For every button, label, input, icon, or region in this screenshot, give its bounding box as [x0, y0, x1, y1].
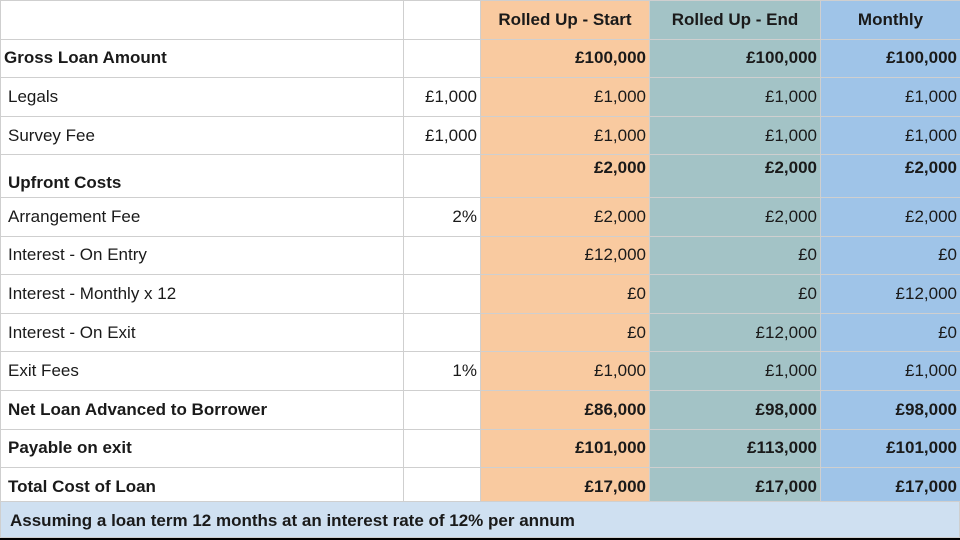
table-row-payable-on-exit: Payable on exit £101,000 £113,000 £101,0…: [0, 428, 960, 469]
cell-rolled-up-end: £12,000: [649, 312, 821, 353]
cell-monthly: £0: [820, 312, 960, 353]
row-rate: [403, 312, 481, 353]
row-label: Net Loan Advanced to Borrower: [0, 389, 404, 430]
table-row-interest-monthly: Interest - Monthly x 12 £0 £0 £12,000: [0, 274, 960, 314]
cell-rolled-up-start: £1,000: [480, 77, 650, 117]
cell-rolled-up-start: £2,000: [480, 196, 650, 237]
header-rolled-up-start: Rolled Up - Start: [480, 0, 650, 40]
row-rate: £1,000: [403, 77, 481, 117]
row-rate: 2%: [403, 196, 481, 237]
row-label: Interest - On Entry: [0, 235, 404, 276]
cell-rolled-up-end: £98,000: [649, 389, 821, 430]
cell-monthly: £2,000: [820, 154, 960, 198]
row-label: Interest - Monthly x 12: [0, 274, 404, 314]
cell-monthly: £17,000: [820, 467, 960, 507]
cell-rolled-up-start: £86,000: [480, 389, 650, 430]
row-rate: [403, 389, 481, 430]
cell-rolled-up-end: £113,000: [649, 428, 821, 469]
cell-rolled-up-start: £100,000: [480, 38, 650, 79]
row-label: Payable on exit: [0, 428, 404, 469]
cell-rolled-up-end: £2,000: [649, 196, 821, 237]
row-rate: 1%: [403, 351, 481, 391]
table-row-gross-loan-amount: Gross Loan Amount £100,000 £100,000 £100…: [0, 38, 960, 79]
table-row-legals: Legals £1,000 £1,000 £1,000 £1,000: [0, 77, 960, 117]
cell-rolled-up-start: £1,000: [480, 351, 650, 391]
loan-comparison-table: Rolled Up - Start Rolled Up - End Monthl…: [0, 0, 960, 507]
table-row-survey-fee: Survey Fee £1,000 £1,000 £1,000 £1,000: [0, 115, 960, 156]
table-row-net-loan-advanced: Net Loan Advanced to Borrower £86,000 £9…: [0, 389, 960, 430]
header-row: Rolled Up - Start Rolled Up - End Monthl…: [0, 0, 960, 40]
header-rolled-up-end: Rolled Up - End: [649, 0, 821, 40]
table-row-exit-fees: Exit Fees 1% £1,000 £1,000 £1,000: [0, 351, 960, 391]
table-row-interest-on-exit: Interest - On Exit £0 £12,000 £0: [0, 312, 960, 353]
cell-rolled-up-end: £0: [649, 235, 821, 276]
cell-monthly: £1,000: [820, 77, 960, 117]
assumptions-footnote: Assuming a loan term 12 months at an int…: [0, 501, 960, 538]
cell-rolled-up-start: £0: [480, 312, 650, 353]
header-label-cell: [0, 0, 404, 40]
row-label: Total Cost of Loan: [0, 467, 404, 507]
row-rate: £1,000: [403, 115, 481, 156]
row-rate: [403, 235, 481, 276]
row-label: Interest - On Exit: [0, 312, 404, 353]
cell-rolled-up-end: £1,000: [649, 115, 821, 156]
table-row-interest-on-entry: Interest - On Entry £12,000 £0 £0: [0, 235, 960, 276]
cell-monthly: £12,000: [820, 274, 960, 314]
cell-rolled-up-end: £2,000: [649, 154, 821, 198]
cell-rolled-up-start: £2,000: [480, 154, 650, 198]
header-rate-cell: [403, 0, 481, 40]
cell-monthly: £100,000: [820, 38, 960, 79]
cell-monthly: £2,000: [820, 196, 960, 237]
cell-rolled-up-start: £0: [480, 274, 650, 314]
row-label: Legals: [0, 77, 404, 117]
table-row-upfront-costs: Upfront Costs £2,000 £2,000 £2,000: [0, 154, 960, 198]
row-label: Gross Loan Amount: [0, 38, 404, 79]
cell-rolled-up-end: £100,000: [649, 38, 821, 79]
table-row-total-cost-of-loan: Total Cost of Loan £17,000 £17,000 £17,0…: [0, 467, 960, 507]
row-rate: [403, 428, 481, 469]
cell-rolled-up-start: £17,000: [480, 467, 650, 507]
row-rate: [403, 274, 481, 314]
cell-monthly: £0: [820, 235, 960, 276]
cell-monthly: £98,000: [820, 389, 960, 430]
row-rate: [403, 154, 481, 198]
cell-rolled-up-end: £0: [649, 274, 821, 314]
cell-rolled-up-end: £1,000: [649, 77, 821, 117]
cell-rolled-up-start: £1,000: [480, 115, 650, 156]
cell-rolled-up-end: £17,000: [649, 467, 821, 507]
cell-rolled-up-end: £1,000: [649, 351, 821, 391]
row-label: Exit Fees: [0, 351, 404, 391]
cell-rolled-up-start: £12,000: [480, 235, 650, 276]
header-monthly: Monthly: [820, 0, 960, 40]
cell-rolled-up-start: £101,000: [480, 428, 650, 469]
row-rate: [403, 38, 481, 79]
row-label: Upfront Costs: [0, 154, 404, 198]
cell-monthly: £1,000: [820, 351, 960, 391]
cell-monthly: £1,000: [820, 115, 960, 156]
table-row-arrangement-fee: Arrangement Fee 2% £2,000 £2,000 £2,000: [0, 196, 960, 237]
row-label: Survey Fee: [0, 115, 404, 156]
cell-monthly: £101,000: [820, 428, 960, 469]
row-label: Arrangement Fee: [0, 196, 404, 237]
